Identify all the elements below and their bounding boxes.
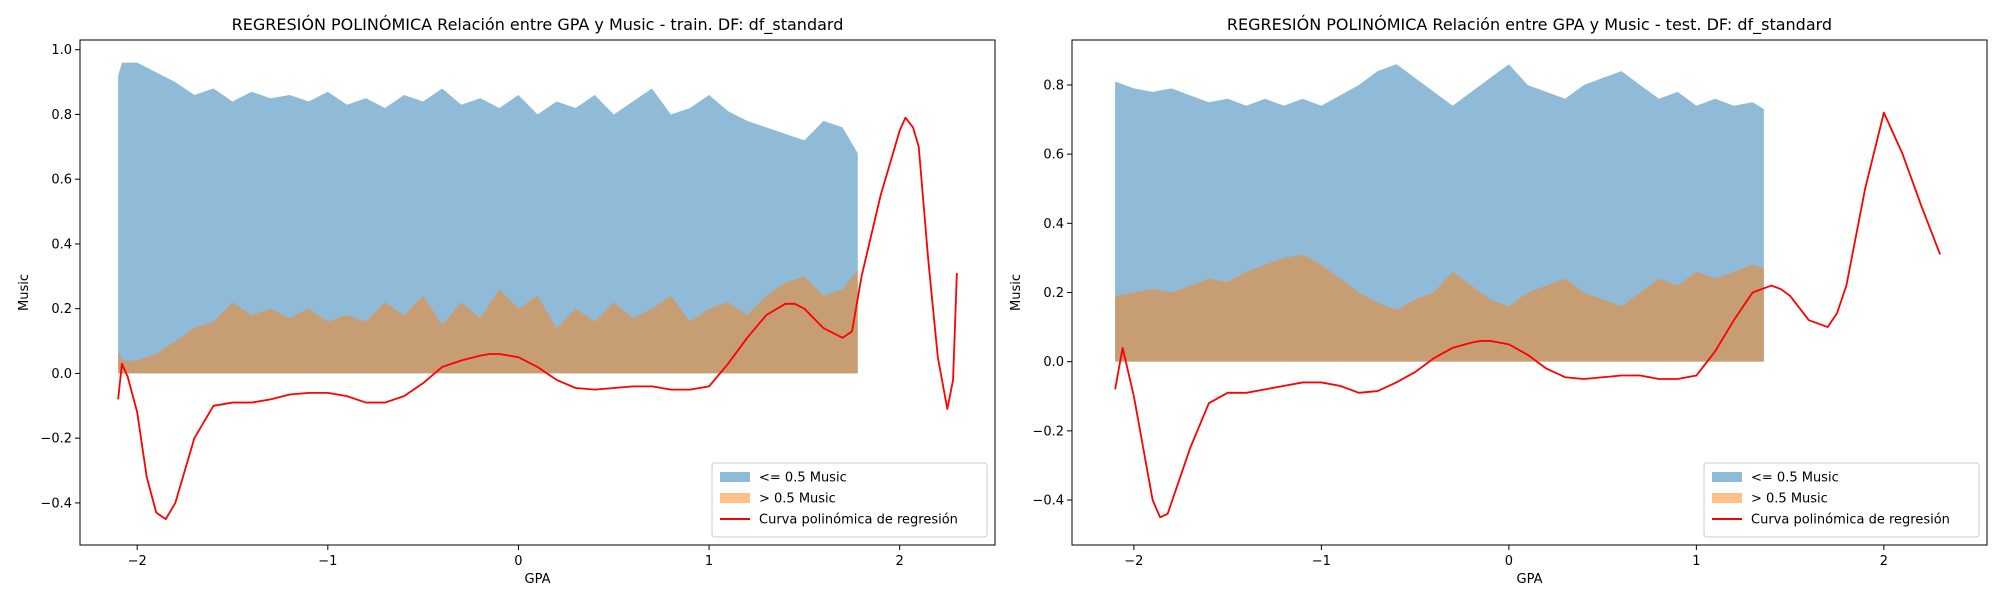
- x-tick-label: −2: [1124, 554, 1143, 569]
- y-tick-label: 0.8: [1043, 78, 1064, 93]
- y-tick-label: 0.2: [51, 302, 72, 317]
- plot-area: [1114, 64, 1941, 519]
- y-tick-label: 0.6: [51, 173, 72, 188]
- y-tick-label: 1.0: [51, 43, 72, 58]
- legend-entry: <= 0.5 Music: [759, 471, 847, 486]
- x-axis-label: GPA: [1517, 572, 1543, 587]
- y-axis-label: Music: [17, 274, 32, 311]
- chart-2: −2 −1 0 1 2 −0.4 −0.2 0.0 0.2 0.4 0.6 0.8 REGRESIÓN …: [1009, 15, 1988, 587]
- y-axis-label: Music: [1009, 274, 1024, 311]
- x-tick-label: 2: [1880, 554, 1888, 569]
- legend-entry: > 0.5 Music: [759, 492, 836, 507]
- y-tick-label: −0.4: [40, 496, 72, 511]
- x-tick-label: −2: [128, 554, 147, 569]
- plot-area: [117, 62, 958, 521]
- legend-entry: > 0.5 Music: [1751, 492, 1828, 507]
- y-tick-label: 0.6: [1043, 148, 1064, 163]
- y-tick-label: −0.2: [40, 432, 72, 447]
- y-tick-label: 0.2: [1043, 286, 1064, 301]
- regression-curve: [1114, 111, 1941, 519]
- legend: <= 0.5 Music > 0.5 Music Curva polinómica …: [711, 462, 988, 538]
- legend: <= 0.5 Music > 0.5 Music Curva polinómica …: [1703, 462, 1980, 538]
- regression-curve: [117, 116, 958, 521]
- chart-title: REGRESIÓN POLINÓMICA Relación entre GPA …: [232, 15, 844, 35]
- x-tick-label: −1: [1312, 554, 1331, 569]
- x-tick-label: 2: [896, 554, 904, 569]
- y-tick-label: 0.4: [1043, 217, 1064, 232]
- legend-swatch: [1712, 472, 1742, 482]
- x-axis-label: GPA: [525, 572, 551, 587]
- legend-entry: <= 0.5 Music: [1751, 471, 1839, 486]
- legend-entry: Curva polinómica de regresión: [759, 513, 958, 528]
- legend-box: [711, 462, 988, 538]
- x-tick-label: 0: [1505, 554, 1513, 569]
- area-series-1: [118, 62, 858, 374]
- area-series-2: [118, 269, 858, 374]
- y-tick-label: −0.4: [1032, 494, 1064, 509]
- x-tick-label: 1: [1692, 554, 1700, 569]
- y-tick-label: 0.0: [51, 367, 72, 382]
- legend-entry: Curva polinómica de regresión: [1751, 513, 1950, 528]
- y-tick-label: 0.4: [51, 237, 72, 252]
- y-tick-label: 0.0: [1043, 355, 1064, 370]
- legend-box: [1703, 462, 1980, 538]
- x-tick-label: 1: [705, 554, 713, 569]
- x-tick-label: −1: [318, 554, 337, 569]
- chart-title: REGRESIÓN POLINÓMICA Relación entre GPA …: [1227, 15, 1832, 35]
- area-series-2: [1115, 254, 1764, 362]
- y-tick-label: −0.2: [1032, 424, 1064, 439]
- x-tick-label: 0: [514, 554, 522, 569]
- plot-frame: [79, 39, 996, 546]
- chart-1: −2 −1 0 1 2 −0.4 −0.2 0.0 0.2 0.4 0.6 0.8 1.0 REGRESI…: [17, 15, 996, 587]
- legend-swatch: [1712, 493, 1742, 503]
- legend-swatch: [720, 472, 750, 482]
- y-tick-label: 0.8: [51, 108, 72, 123]
- legend-swatch: [720, 493, 750, 503]
